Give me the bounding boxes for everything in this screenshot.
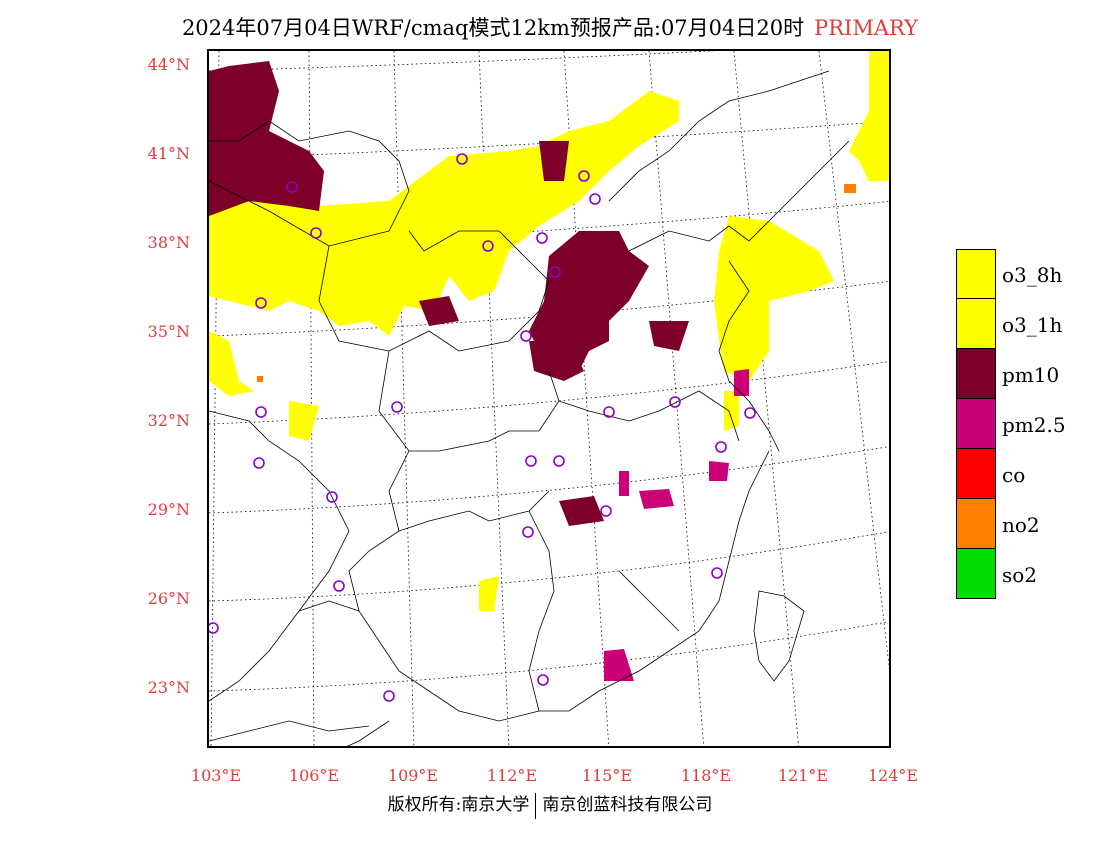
lat-label-35: 35°N — [147, 322, 190, 341]
legend-label: pm10 — [1002, 363, 1060, 387]
lat-label-32: 32°N — [147, 411, 190, 430]
legend-swatch — [956, 449, 996, 499]
lon-label-103: 103°E — [190, 766, 242, 785]
legend-label: pm2.5 — [1002, 413, 1066, 437]
pm10-regions — [209, 61, 689, 526]
lon-label-112: 112°E — [486, 766, 538, 785]
legend-label: no2 — [1002, 513, 1040, 537]
copyright-company: 南京创蓝科技有限公司 — [542, 795, 713, 815]
copyright-owner: 版权所有:南京大学 — [387, 795, 530, 815]
lon-label-106: 106°E — [288, 766, 340, 785]
lat-label-44: 44°N — [147, 55, 190, 74]
legend-swatch — [956, 349, 996, 399]
legend-label: co — [1002, 463, 1026, 487]
lon-label-121: 121°E — [777, 766, 829, 785]
title-tag: PRIMARY — [814, 16, 919, 40]
graticule — [209, 51, 889, 746]
legend-label: so2 — [1002, 563, 1038, 587]
lat-label-38: 38°N — [147, 233, 190, 252]
lon-label-118: 118°E — [680, 766, 732, 785]
legend-label: o3_8h — [1002, 263, 1063, 287]
legend-swatch — [956, 249, 996, 299]
legend-label: o3_1h — [1002, 313, 1063, 337]
lon-label-109: 109°E — [387, 766, 439, 785]
map-panel[interactable] — [207, 49, 891, 748]
title-main: 2024年07月04日WRF/cmaq模式12km预报产品:07月04日20时 — [181, 16, 805, 40]
legend-swatch — [956, 549, 996, 599]
pollutant-map — [209, 51, 889, 746]
boundaries — [209, 70, 850, 746]
station-markers — [209, 153, 756, 702]
no2-regions — [257, 184, 856, 382]
lat-label-26: 26°N — [147, 589, 190, 608]
copyright-footer: 版权所有:南京大学 南京创蓝科技有限公司 — [0, 790, 1100, 819]
map-title: 2024年07月04日WRF/cmaq模式12km预报产品:07月04日20时 P… — [0, 12, 1100, 42]
lat-label-41: 41°N — [147, 144, 190, 163]
legend-swatch — [956, 399, 996, 449]
lon-label-124: 124°E — [867, 766, 919, 785]
lat-label-23: 23°N — [147, 678, 190, 697]
footer-divider — [535, 792, 537, 819]
legend-swatch — [956, 499, 996, 549]
lat-label-29: 29°N — [147, 500, 190, 519]
legend-swatch — [956, 299, 996, 349]
lon-label-115: 115°E — [581, 766, 633, 785]
